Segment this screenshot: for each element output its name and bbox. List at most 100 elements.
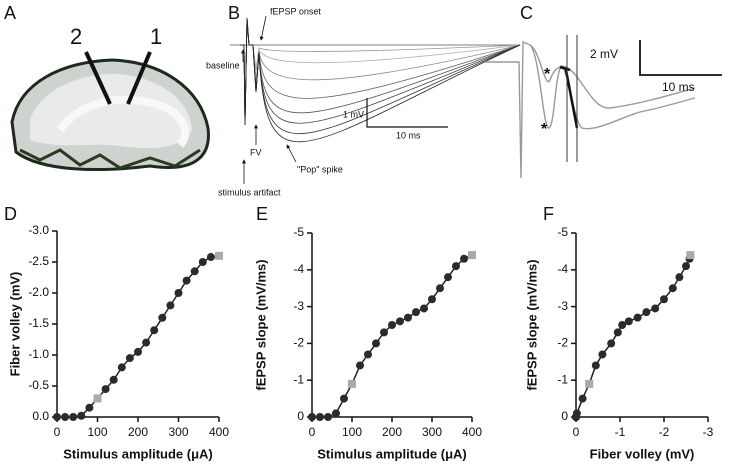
marker xyxy=(356,361,364,370)
electrode xyxy=(126,51,152,105)
x-tick-label: 400 xyxy=(462,425,482,439)
marker xyxy=(332,409,340,418)
electrode xyxy=(84,51,112,105)
y-tick-label: -3 xyxy=(293,299,304,313)
edge xyxy=(19,148,201,170)
y-tick-label: -4 xyxy=(557,262,568,276)
marker xyxy=(372,339,380,348)
y-tick-label: -2 xyxy=(293,336,304,350)
marker xyxy=(174,289,183,297)
marker xyxy=(452,262,460,271)
y-tick-label: -1.0 xyxy=(28,347,49,361)
hippocampus xyxy=(30,73,192,149)
panel-letter: A xyxy=(4,3,16,23)
annotation: fEPSP onset xyxy=(270,6,321,16)
marker xyxy=(607,339,616,348)
panel-b: B fEPSP onset baseline 1 mV 10 ms FV "Po… xyxy=(206,3,521,197)
y-tick-label: -0.5 xyxy=(28,378,49,392)
trace xyxy=(485,40,696,179)
marker xyxy=(624,317,633,326)
marker xyxy=(53,413,61,421)
charts: D 0.0 -0.5 -1.0 -1.5 -2.0 -2.5 -3.0 0 100 200 300 40… xyxy=(4,204,714,462)
annotation: 10 ms xyxy=(396,130,421,140)
x-tick-label: 200 xyxy=(382,425,402,439)
marker xyxy=(428,295,436,304)
y-tick-label: -2.5 xyxy=(28,254,49,268)
marker xyxy=(380,328,388,337)
marker xyxy=(468,251,476,260)
y-tick-label: -3.0 xyxy=(28,223,49,237)
y-tick-label: -1.5 xyxy=(28,316,49,330)
data-line xyxy=(575,254,692,418)
y-axis-title: fEPSP slope (mV/ms) xyxy=(253,259,268,390)
marker xyxy=(633,313,642,322)
marker xyxy=(660,295,668,304)
marker xyxy=(396,317,404,326)
marker xyxy=(109,375,118,384)
marker xyxy=(134,347,142,356)
x-tick-label: 300 xyxy=(422,425,442,439)
marker xyxy=(572,409,581,418)
annotation: 1 mV xyxy=(343,109,364,119)
y-tick-label: 0 xyxy=(561,409,568,423)
panel-letter: E xyxy=(256,204,268,224)
annotation: stimulus artifact xyxy=(218,187,281,197)
trace xyxy=(240,17,521,143)
marker xyxy=(578,394,587,403)
x-tick-label: -1 xyxy=(615,425,626,439)
panel-letter: B xyxy=(228,3,240,23)
panel-letter: D xyxy=(4,204,17,224)
annotation: * xyxy=(541,121,548,138)
marker xyxy=(460,254,468,263)
x-tick-label: 0 xyxy=(573,425,580,439)
marker xyxy=(444,273,452,282)
marker xyxy=(125,354,134,363)
slope-segment xyxy=(559,65,571,72)
marker xyxy=(404,313,412,322)
marker xyxy=(585,379,594,388)
marker xyxy=(686,251,695,260)
marker xyxy=(142,338,151,347)
y-axis-title: fEPSP slope (mV/ms) xyxy=(524,259,539,390)
panel-a: A 2 1 xyxy=(4,3,210,171)
y-tick-label: -2 xyxy=(557,336,568,350)
x-tick-label: 300 xyxy=(168,425,188,439)
marker xyxy=(316,413,324,421)
x-tick-label: 0 xyxy=(309,425,316,439)
marker xyxy=(215,251,223,260)
scale-bar xyxy=(639,40,722,76)
x-tick-label: -3 xyxy=(703,425,714,439)
marker xyxy=(348,379,356,388)
panel-letter: F xyxy=(543,204,554,224)
x-tick-label: 0 xyxy=(54,425,61,439)
marker xyxy=(613,328,622,337)
x-tick-label: 400 xyxy=(209,425,229,439)
y-tick-label: -5 xyxy=(557,225,568,239)
marker xyxy=(182,276,191,285)
x-tick-label: -2 xyxy=(659,425,670,439)
y-tick-label: -3 xyxy=(557,299,568,313)
scale-bar xyxy=(366,98,448,128)
marker xyxy=(93,394,102,403)
marker xyxy=(85,403,94,412)
arrow xyxy=(286,144,297,163)
annotation: * xyxy=(544,66,551,83)
marker xyxy=(77,411,86,420)
marker xyxy=(591,361,600,370)
x-axis-title: Fiber volley (mV) xyxy=(590,446,695,461)
marker xyxy=(651,304,660,313)
annotation: FV xyxy=(250,147,262,157)
arrow xyxy=(259,15,267,41)
marker xyxy=(150,326,159,335)
electrode-label: 1 xyxy=(150,24,162,49)
marker xyxy=(340,394,348,403)
marker xyxy=(101,385,110,394)
y-tick-label: -5 xyxy=(293,225,304,239)
cell-layer xyxy=(56,95,190,148)
y-tick-label: -2.0 xyxy=(28,285,49,299)
marker xyxy=(436,284,444,293)
annotation: 2 mV xyxy=(590,47,618,61)
marker xyxy=(198,258,207,266)
marker xyxy=(388,321,396,329)
